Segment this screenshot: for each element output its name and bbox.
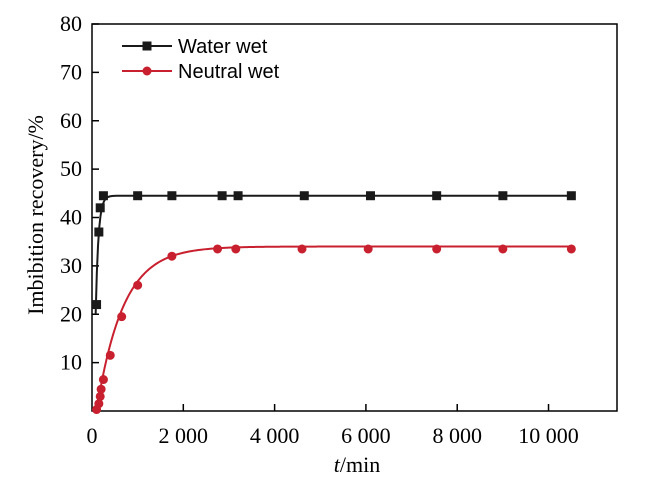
neutral-wet-point <box>94 399 104 409</box>
water-wet-point <box>94 227 104 237</box>
legend-label-0: Water wet <box>178 36 268 58</box>
x-tick-label: 8 000 <box>432 423 482 448</box>
neutral-wet-point <box>297 244 307 254</box>
legend-marker-square <box>142 41 152 51</box>
x-tick-label: 2 000 <box>159 423 209 448</box>
neutral-wet-point <box>498 244 508 254</box>
x-axis-title: t/min <box>334 452 380 477</box>
neutral-wet-point <box>95 391 105 401</box>
x-tick-label: 4 000 <box>250 423 300 448</box>
neutral-wet-point <box>363 244 373 254</box>
x-tick-label: 6 000 <box>341 423 391 448</box>
series-1-line <box>95 245 572 412</box>
y-tick-label: 30 <box>60 253 82 278</box>
y-tick-label: 40 <box>60 205 82 230</box>
water-wet-point <box>233 191 243 201</box>
y-tick-label: 80 <box>60 11 82 36</box>
neutral-wet-point <box>96 384 106 394</box>
neutral-wet-point <box>566 244 576 254</box>
legend-marker-circle <box>142 66 152 76</box>
water-wet-point <box>92 300 102 310</box>
neutral-wet-point <box>105 350 115 360</box>
neutral-wet-point <box>213 244 223 254</box>
ticks-group: 0 2 000 4 000 6 000 8 000 10 000 10 20 30 40 50 60 7… <box>60 11 579 448</box>
neutral-wet-point <box>231 244 241 254</box>
water-wet-point <box>365 191 375 201</box>
water-wet-point <box>133 191 143 201</box>
plot-frame <box>91 23 618 412</box>
x-tick-label: 0 <box>87 423 98 448</box>
water-wet-point <box>566 191 576 201</box>
neutral-wet-point <box>133 280 143 290</box>
neutral-wet-point <box>432 244 442 254</box>
x-axis-title-unit: /min <box>340 452 380 477</box>
x-tick-label: 10 000 <box>518 423 579 448</box>
neutral-wet-point <box>98 375 108 385</box>
plot-frame-group <box>91 23 618 412</box>
y-axis-title: Imbibition recovery/% <box>23 115 48 315</box>
water-wet-point <box>95 203 105 213</box>
water-wet-point <box>498 191 508 201</box>
water-wet-point <box>299 191 309 201</box>
legend: Water wet Neutral wet <box>122 36 280 83</box>
y-tick-label: 20 <box>60 301 82 326</box>
y-tick-label: 60 <box>60 108 82 133</box>
water-wet-point <box>432 191 442 201</box>
y-tick-label: 70 <box>60 59 82 84</box>
series-group <box>92 191 576 415</box>
water-wet-point <box>217 191 227 201</box>
legend-label-1: Neutral wet <box>178 61 280 83</box>
y-tick-label: 50 <box>60 156 82 181</box>
neutral-wet-point <box>117 312 127 322</box>
series-0-line <box>94 194 572 315</box>
x-axis-title-variable: t <box>334 452 341 477</box>
y-tick-label: 10 <box>60 350 82 375</box>
neutral-wet-point <box>167 251 177 261</box>
water-wet-point <box>167 191 177 201</box>
water-wet-point <box>98 191 108 201</box>
